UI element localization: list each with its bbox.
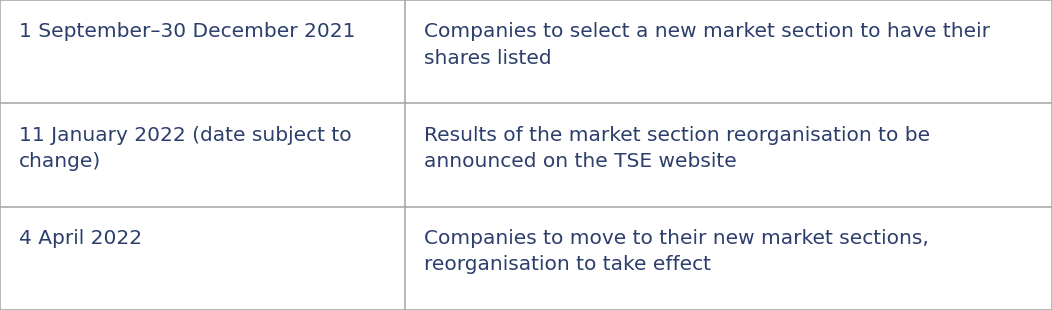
Text: Companies to select a new market section to have their
shares listed: Companies to select a new market section…: [424, 22, 990, 68]
Text: 11 January 2022 (date subject to
change): 11 January 2022 (date subject to change): [19, 126, 351, 171]
Text: 1 September–30 December 2021: 1 September–30 December 2021: [19, 22, 356, 41]
Text: Companies to move to their new market sections,
reorganisation to take effect: Companies to move to their new market se…: [424, 229, 929, 274]
Text: 4 April 2022: 4 April 2022: [19, 229, 142, 248]
Text: Results of the market section reorganisation to be
announced on the TSE website: Results of the market section reorganisa…: [424, 126, 930, 171]
